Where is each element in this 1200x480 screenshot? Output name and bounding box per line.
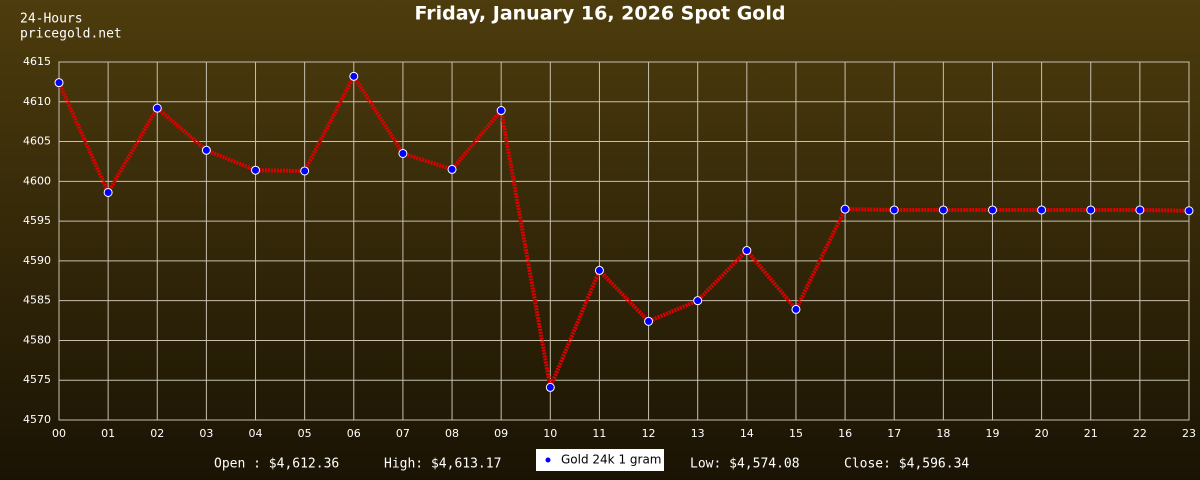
data-point <box>987 205 997 215</box>
x-tick-label: 07 <box>396 427 410 440</box>
x-tick-label: 03 <box>199 427 213 440</box>
data-point <box>1086 205 1096 215</box>
data-point <box>1135 205 1145 215</box>
data-point <box>791 304 801 314</box>
stat-high: High: $4,613.17 <box>384 457 501 472</box>
data-point <box>251 165 261 175</box>
x-tick-label: 02 <box>150 427 164 440</box>
data-point <box>103 187 113 197</box>
x-tick-label: 00 <box>52 427 66 440</box>
x-tick-label: 01 <box>101 427 115 440</box>
x-tick-label: 12 <box>642 427 656 440</box>
y-tick-label: 4600 <box>23 174 51 187</box>
x-tick-label: 17 <box>887 427 901 440</box>
x-tick-label: 09 <box>494 427 508 440</box>
data-point <box>742 246 752 256</box>
stat-open: Open : $4,612.36 <box>214 457 339 472</box>
data-point <box>840 204 850 214</box>
data-point <box>201 145 211 155</box>
legend-label: Gold 24k 1 gram <box>561 453 661 467</box>
data-point <box>54 78 64 88</box>
x-tick-label: 13 <box>691 427 705 440</box>
y-tick-label: 4575 <box>23 373 51 386</box>
data-point <box>496 106 506 116</box>
data-point <box>693 296 703 306</box>
corner-text: pricegold.net <box>20 27 122 42</box>
x-tick-label: 16 <box>838 427 852 440</box>
y-tick-label: 4595 <box>23 214 51 227</box>
x-tick-label: 04 <box>249 427 263 440</box>
chart-title: Friday, January 16, 2026 Spot Gold <box>415 3 786 25</box>
x-tick-label: 20 <box>1035 427 1049 440</box>
y-tick-label: 4605 <box>23 135 51 148</box>
stat-close: Close: $4,596.34 <box>844 457 969 472</box>
x-tick-label: 21 <box>1084 427 1098 440</box>
data-point <box>349 71 359 81</box>
data-point <box>644 316 654 326</box>
legend-box <box>536 449 664 471</box>
y-tick-label: 4615 <box>23 55 51 68</box>
y-tick-label: 4585 <box>23 294 51 307</box>
data-point <box>1184 206 1194 216</box>
y-tick-label: 4610 <box>23 95 51 108</box>
x-tick-label: 14 <box>740 427 754 440</box>
series-line <box>57 72 1190 395</box>
x-tick-label: 11 <box>592 427 606 440</box>
x-tick-label: 23 <box>1182 427 1196 440</box>
data-point <box>938 205 948 215</box>
data-point <box>152 103 162 113</box>
x-tick-label: 10 <box>543 427 557 440</box>
stat-low: Low: $4,574.08 <box>690 457 800 472</box>
data-point <box>594 265 604 275</box>
data-point <box>447 164 457 174</box>
data-point <box>545 382 555 392</box>
y-tick-label: 4580 <box>23 333 51 346</box>
x-tick-label: 05 <box>298 427 312 440</box>
corner-text: 24-Hours <box>20 12 83 27</box>
x-tick-label: 06 <box>347 427 361 440</box>
data-point <box>889 205 899 215</box>
plot-frame <box>58 61 1190 421</box>
x-tick-label: 22 <box>1133 427 1147 440</box>
legend-marker <box>545 457 551 463</box>
data-point <box>398 148 408 158</box>
y-tick-label: 4570 <box>23 413 51 426</box>
x-tick-label: 08 <box>445 427 459 440</box>
x-tick-label: 18 <box>936 427 950 440</box>
data-point <box>1037 205 1047 215</box>
y-tick-label: 4590 <box>23 254 51 267</box>
data-point <box>300 166 310 176</box>
x-tick-label: 19 <box>985 427 999 440</box>
x-tick-label: 15 <box>789 427 803 440</box>
